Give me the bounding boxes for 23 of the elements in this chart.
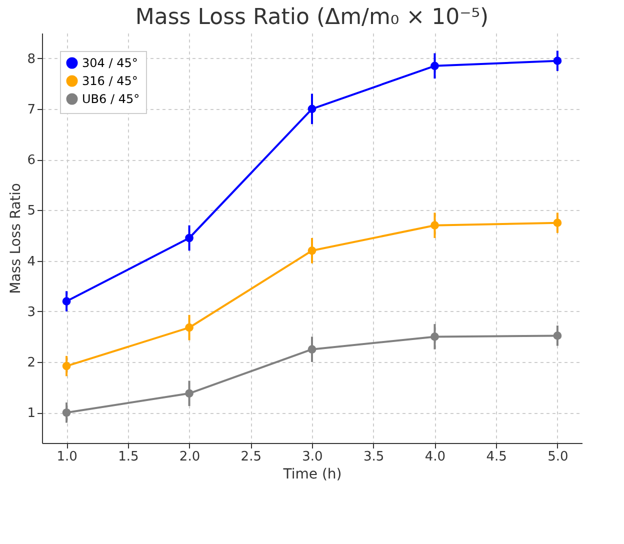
x-tick-label: 2.0: [179, 450, 200, 464]
chart-title: Mass Loss Ratio (Δm/m₀ × 10⁻⁵): [135, 5, 489, 30]
x-tick-label: 3.0: [302, 450, 323, 464]
y-tick-label: 1: [27, 406, 36, 422]
y-tick-label: 2: [27, 356, 36, 371]
x-tick-label: 2.5: [240, 450, 262, 464]
legend-label: 304 / 45°: [82, 56, 138, 70]
y-tick-label: 3: [27, 304, 36, 320]
x-tick-label: 1.0: [56, 450, 78, 464]
y-tick-label: 5: [27, 204, 36, 219]
x-tick-label: 5.0: [548, 450, 568, 464]
y-tick-label: 8: [27, 52, 36, 67]
x-axis-title: Time (h): [282, 466, 342, 482]
x-tick-label: 1.5: [118, 450, 139, 464]
y-axis-title: Mass Loss Ratio: [8, 183, 24, 294]
x-tick-label: 3.5: [364, 450, 384, 464]
x-tick-label: 4.5: [486, 450, 507, 464]
y-tick-label: 4: [27, 254, 36, 270]
y-tick-label: 7: [27, 102, 36, 118]
x-tick-label: 4.0: [424, 450, 446, 464]
legend-label: UB6 / 45°: [82, 92, 140, 106]
y-tick-label: 6: [27, 153, 36, 168]
legend-label: 316 / 45°: [82, 74, 138, 88]
